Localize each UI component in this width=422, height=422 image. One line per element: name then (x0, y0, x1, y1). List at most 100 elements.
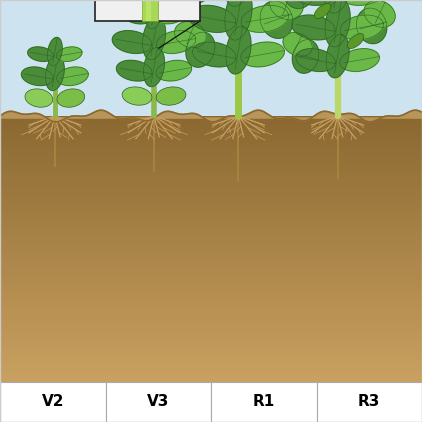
Text: V3: V3 (147, 395, 170, 409)
Ellipse shape (57, 89, 85, 107)
Bar (0, 240, 422, 244)
Ellipse shape (25, 89, 53, 107)
Bar (0, 289, 422, 293)
Bar (0, 151, 422, 156)
Polygon shape (225, 0, 252, 40)
Polygon shape (143, 48, 165, 87)
Bar (0, 174, 422, 178)
Polygon shape (283, 32, 312, 57)
Polygon shape (270, 0, 303, 19)
Bar (0, 382, 106, 422)
Text: V2: V2 (41, 395, 64, 409)
Bar (0, 169, 422, 174)
Polygon shape (325, 0, 350, 47)
Bar (0, 377, 422, 382)
Ellipse shape (314, 3, 331, 19)
Bar (0, 360, 422, 364)
Polygon shape (241, 42, 284, 67)
Polygon shape (28, 47, 54, 61)
Bar (0, 320, 422, 324)
Polygon shape (292, 15, 335, 40)
Bar (0, 222, 422, 227)
Polygon shape (296, 49, 335, 71)
Bar (0, 302, 422, 306)
Bar (0, 196, 422, 200)
Bar (0, 227, 422, 231)
Bar (0, 218, 422, 222)
Polygon shape (22, 67, 53, 86)
Bar (0, 235, 422, 240)
Polygon shape (146, 0, 162, 29)
Polygon shape (340, 15, 384, 40)
Bar (0, 276, 422, 280)
Bar (0, 324, 422, 329)
Bar (0, 338, 422, 342)
Polygon shape (326, 34, 349, 78)
Bar (316, 382, 422, 422)
Polygon shape (46, 56, 64, 90)
Bar (0, 306, 422, 311)
Polygon shape (224, 0, 253, 6)
Bar (0, 160, 422, 165)
Bar (0, 267, 422, 271)
Polygon shape (156, 31, 196, 54)
Bar (0, 147, 422, 151)
Bar (0, 182, 422, 187)
Bar (146, 0, 151, 21)
Polygon shape (116, 60, 152, 81)
Bar (0, 280, 422, 284)
Bar (0, 258, 422, 262)
Polygon shape (48, 38, 62, 66)
Bar (0, 125, 422, 129)
Bar (95, 0, 200, 21)
Bar (0, 311, 422, 315)
Bar (0, 364, 422, 369)
Ellipse shape (122, 87, 152, 105)
Ellipse shape (156, 87, 186, 105)
Bar (0, 298, 422, 302)
Bar (0, 138, 422, 143)
Bar (0, 156, 422, 160)
Bar (0, 262, 422, 267)
Polygon shape (226, 26, 251, 74)
Bar (0, 214, 422, 218)
Bar (0, 178, 422, 182)
Bar (0, 369, 422, 373)
Polygon shape (112, 31, 152, 54)
Polygon shape (260, 1, 293, 38)
Bar (0, 253, 422, 258)
Polygon shape (186, 32, 215, 67)
Bar (0, 191, 422, 196)
Bar (0, 116, 422, 121)
Polygon shape (241, 5, 289, 32)
Text: R1: R1 (253, 395, 275, 409)
Polygon shape (175, 22, 206, 48)
Polygon shape (340, 0, 388, 5)
Bar (0, 143, 422, 147)
Bar (0, 249, 422, 253)
Bar (0, 209, 422, 214)
Polygon shape (178, 0, 215, 3)
Polygon shape (188, 5, 236, 32)
Bar (0, 244, 422, 249)
Polygon shape (143, 16, 165, 60)
Polygon shape (57, 67, 88, 86)
Bar (0, 187, 422, 191)
Bar (0, 200, 422, 205)
Polygon shape (156, 7, 185, 24)
Polygon shape (123, 7, 152, 24)
Bar (0, 121, 422, 125)
Polygon shape (340, 49, 379, 71)
Polygon shape (324, 0, 351, 13)
Bar (211, 382, 316, 422)
Polygon shape (292, 40, 319, 73)
Polygon shape (287, 0, 335, 5)
Ellipse shape (347, 34, 364, 49)
Bar (0, 329, 422, 333)
Bar (0, 231, 422, 235)
Text: R3: R3 (358, 395, 381, 409)
Bar (0, 315, 422, 320)
Bar (0, 205, 422, 209)
Bar (0, 333, 422, 338)
Bar (0, 165, 422, 169)
